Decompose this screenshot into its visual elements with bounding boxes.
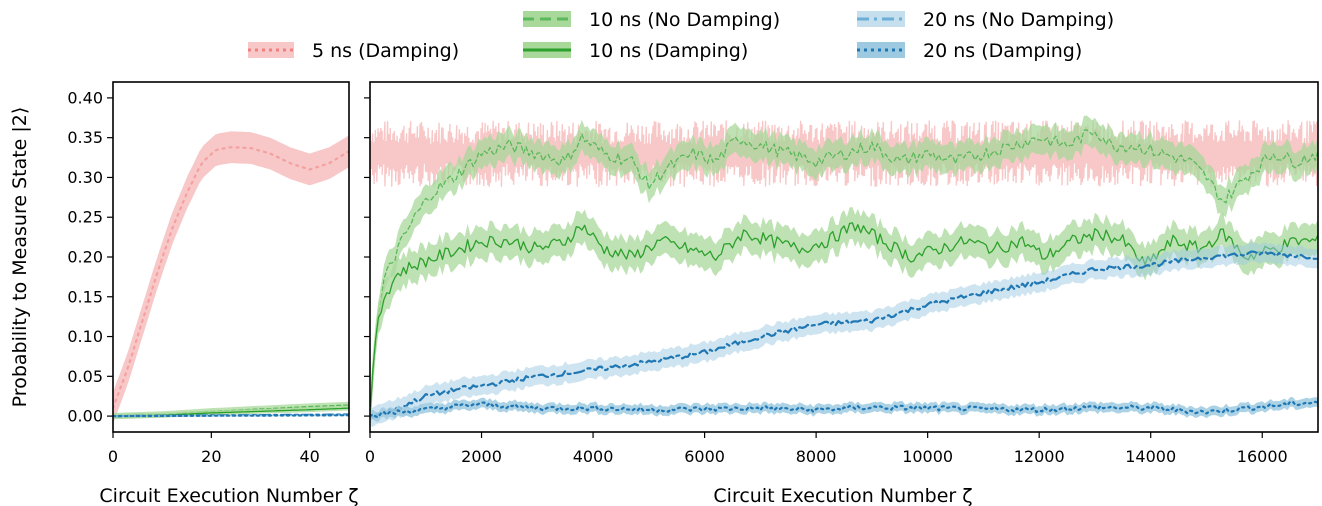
legend-entry-10ns-no-damping: 10 ns (No Damping) bbox=[523, 9, 780, 31]
series-1 bbox=[113, 131, 349, 425]
x-tick-label: 0 bbox=[108, 447, 118, 466]
legend-entry-20ns-damping: 20 ns (Damping) bbox=[857, 40, 1082, 62]
y-tick-label: 0.05 bbox=[67, 367, 103, 386]
legend-entry-10ns-damping: 10 ns (Damping) bbox=[523, 40, 748, 62]
y-tick-label: 0.30 bbox=[67, 168, 103, 187]
x-tick-label: 10000 bbox=[902, 447, 953, 466]
x-tick-label: 0 bbox=[365, 447, 375, 466]
y-tick-label: 0.25 bbox=[67, 208, 103, 227]
y-tick-label: 0.10 bbox=[67, 327, 103, 346]
y-axis-label: Probability to Measure State |2⟩ bbox=[9, 107, 31, 408]
legend-label: 20 ns (No Damping) bbox=[923, 9, 1114, 31]
x-tick-label: 16000 bbox=[1237, 447, 1288, 466]
x-tick-label: 20 bbox=[201, 447, 221, 466]
y-axis-ticks: 0.00 0.05 0.10 0.15 0.20 0.25 0.30 0.35 0.40 bbox=[67, 88, 113, 426]
y-tick-label: 0.35 bbox=[67, 128, 103, 147]
legend-entry-20ns-no-damping: 20 ns (No Damping) bbox=[857, 9, 1114, 31]
y-tick-label: 0.15 bbox=[67, 287, 103, 306]
x-tick-label: 4000 bbox=[573, 447, 614, 466]
legend-entry-5ns-damping: 5 ns (Damping) bbox=[248, 40, 459, 62]
left-panel: 0.00 0.05 0.10 0.15 0.20 0.25 0.30 0.35 0.40 0 20… bbox=[9, 81, 359, 506]
series-band bbox=[370, 397, 1318, 422]
right-plot-area bbox=[370, 115, 1318, 432]
series-line bbox=[370, 250, 1318, 419]
x-tick-label: 2000 bbox=[461, 447, 502, 466]
legend-label: 10 ns (Damping) bbox=[589, 40, 748, 62]
series-line bbox=[370, 129, 1318, 417]
right-x-axis-ticks: 0 2000 4000 6000 8000 10000 12000 14000 16000 bbox=[365, 432, 1288, 466]
legend-label: 10 ns (No Damping) bbox=[589, 9, 780, 31]
series-line bbox=[370, 222, 1318, 417]
x-tick-label: 6000 bbox=[684, 447, 725, 466]
legend: 5 ns (Damping) 10 ns (No Damping) 10 ns … bbox=[248, 9, 1114, 62]
y-tick-label: 0.40 bbox=[67, 88, 103, 107]
series-band bbox=[370, 242, 1318, 427]
right-y-axis-ticks bbox=[364, 97, 370, 417]
x-tick-label: 8000 bbox=[796, 447, 837, 466]
series-line bbox=[113, 146, 349, 410]
legend-label: 20 ns (Damping) bbox=[923, 40, 1082, 62]
series-2 bbox=[370, 115, 1318, 431]
series-4 bbox=[370, 242, 1318, 427]
left-plot-area bbox=[113, 131, 349, 425]
y-tick-label: 0.00 bbox=[67, 407, 103, 426]
right-x-axis-label: Circuit Execution Number ζ bbox=[713, 485, 972, 506]
x-tick-label: 40 bbox=[299, 447, 319, 466]
right-panel: 0 2000 4000 6000 8000 10000 12000 14000 16000 Ci… bbox=[364, 81, 1319, 506]
legend-label: 5 ns (Damping) bbox=[312, 40, 459, 62]
y-tick-label: 0.20 bbox=[67, 248, 103, 267]
x-tick-label: 14000 bbox=[1125, 447, 1176, 466]
series-3 bbox=[370, 207, 1318, 432]
series-band bbox=[113, 131, 349, 425]
x-tick-label: 12000 bbox=[1014, 447, 1065, 466]
series-line bbox=[370, 400, 1318, 419]
series-5 bbox=[113, 414, 349, 418]
series-5 bbox=[370, 397, 1318, 422]
left-x-axis-label: Circuit Execution Number ζ bbox=[99, 485, 358, 506]
left-x-axis-ticks: 0 20 40 bbox=[108, 432, 320, 466]
